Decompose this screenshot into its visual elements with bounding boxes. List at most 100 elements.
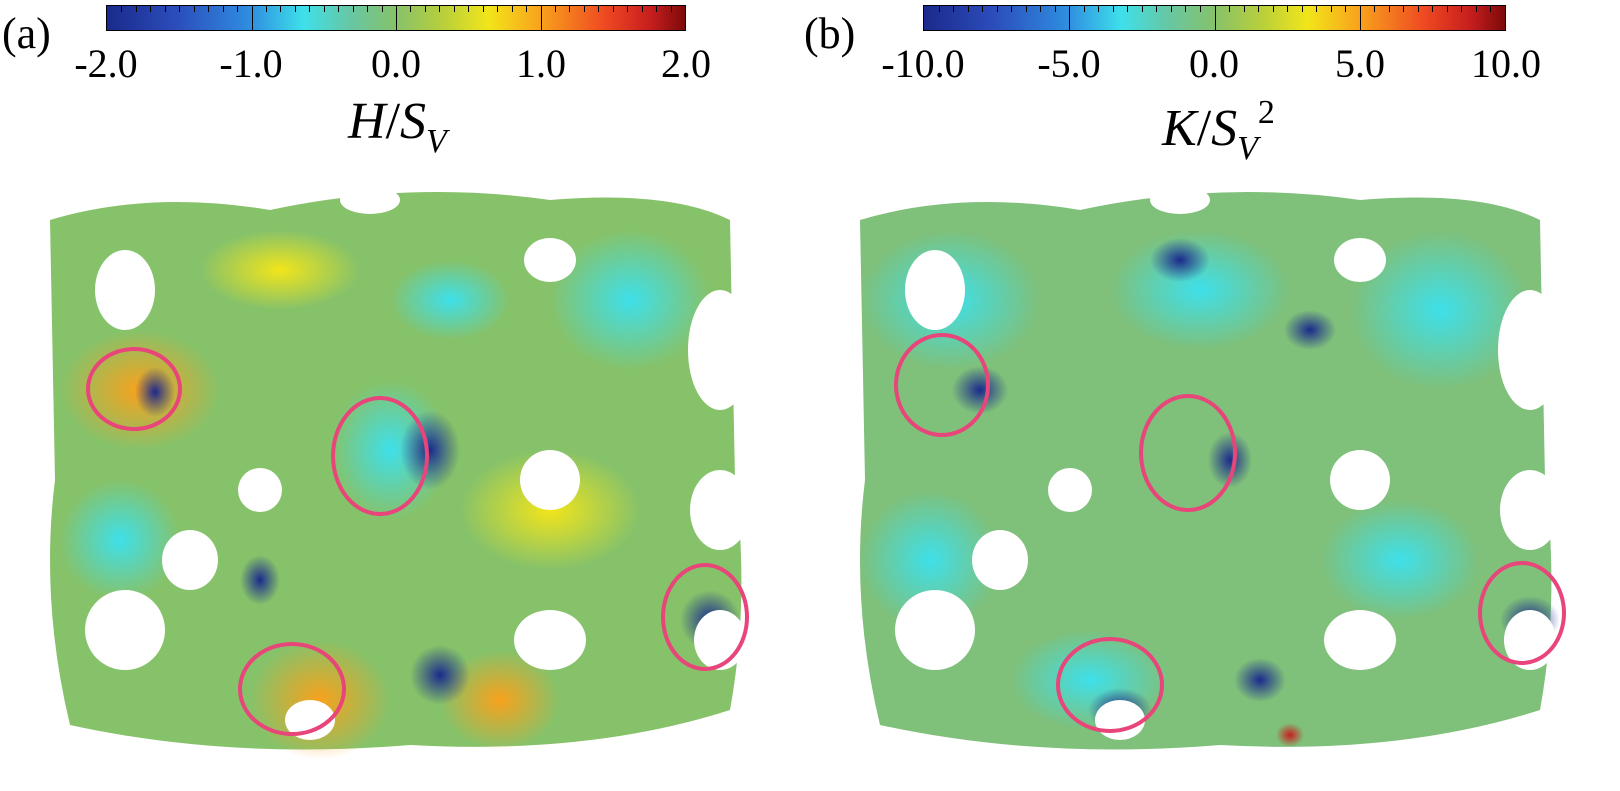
colorbar-tick xyxy=(1199,6,1201,12)
tick-label: 10.0 xyxy=(1471,41,1541,86)
colorbar-tick xyxy=(482,6,484,12)
tick-label: 0.0 xyxy=(1189,41,1239,86)
colorbar-tick xyxy=(1258,6,1260,12)
highlight-circle xyxy=(238,642,346,736)
colorbar-tick xyxy=(294,6,296,12)
colorbar-tick xyxy=(1141,6,1143,12)
colorbar-tick xyxy=(540,6,542,30)
colorbar-tick xyxy=(150,6,152,12)
colorbar-tick xyxy=(135,6,137,12)
quantity-symbol: K xyxy=(1162,100,1197,157)
colorbar-tick xyxy=(1170,6,1172,12)
highlight-circles xyxy=(86,347,749,736)
highlight-circle xyxy=(1139,394,1237,512)
colorbar-tick xyxy=(179,6,181,12)
quantity-slash: / xyxy=(1196,100,1212,157)
colorbar-tick xyxy=(338,6,340,12)
colorbar-tick xyxy=(612,6,614,12)
colorbar-tick xyxy=(410,6,412,12)
colorbar-tick xyxy=(1374,6,1376,12)
panel-label: (a) xyxy=(2,9,51,58)
colorbar-tick xyxy=(569,6,571,12)
colorbar-tick xyxy=(1417,6,1419,12)
colorbar-tick xyxy=(280,6,282,12)
colorbar-tick xyxy=(953,6,955,12)
colorbar-tick xyxy=(1127,6,1129,12)
colorbar-tick xyxy=(627,6,629,12)
highlight-circle xyxy=(331,396,429,516)
quantity-denominator: S xyxy=(1211,100,1238,157)
colorbar-tick xyxy=(1490,6,1492,12)
colorbar-tick xyxy=(656,6,658,12)
colorbar-tick xyxy=(1156,6,1158,12)
colorbar-tick xyxy=(1475,6,1477,12)
colorbar-tick xyxy=(1316,6,1318,12)
colorbar-tick xyxy=(1040,6,1042,12)
tick-label: -10.0 xyxy=(881,41,965,86)
quantity-symbol: H xyxy=(348,93,386,150)
colorbar-tick xyxy=(251,6,253,30)
colorbar-tick xyxy=(439,6,441,12)
colorbar-tick xyxy=(1330,6,1332,12)
colorbar-tick xyxy=(1388,6,1390,12)
colorbar-tick xyxy=(222,6,224,12)
quantity-subscript: V xyxy=(426,123,447,160)
colorbar-tick xyxy=(381,6,383,12)
colorbar-tick xyxy=(468,6,470,12)
colorbar-tick xyxy=(396,6,397,30)
surface-holes xyxy=(85,186,752,740)
tick-label: -2.0 xyxy=(74,41,138,86)
colorbar-tick xyxy=(583,6,585,12)
highlight-circles xyxy=(894,333,1566,733)
quantity-slash: / xyxy=(385,93,401,150)
colorbar xyxy=(106,5,686,31)
highlight-circle xyxy=(86,347,182,431)
colorbar-tick xyxy=(1011,6,1013,12)
highlight-circle xyxy=(894,333,990,437)
tick-label: 1.0 xyxy=(516,41,566,86)
colorbar-tick xyxy=(265,6,267,12)
gyroid-surface-render xyxy=(50,186,752,760)
colorbar-tick xyxy=(121,6,123,12)
quantity-denominator: S xyxy=(400,93,427,150)
colorbar-tick xyxy=(967,6,969,12)
colorbar-tick xyxy=(1272,6,1274,12)
colorbar-tick xyxy=(323,6,325,12)
colorbar-tick xyxy=(511,6,513,12)
colorbar-tick xyxy=(554,6,556,12)
colorbar xyxy=(923,5,1506,31)
highlight-circle xyxy=(1478,561,1566,665)
colorbar-tick xyxy=(193,6,195,12)
colorbar-tick xyxy=(164,6,166,12)
colorbar-tick xyxy=(1359,6,1361,30)
colorbar-tick xyxy=(352,6,354,12)
colorbar-tick xyxy=(526,6,528,12)
tick-label: 2.0 xyxy=(661,41,711,86)
colorbar-tick xyxy=(996,6,998,12)
quantity-label: K/SV2 xyxy=(1162,96,1275,166)
colorbar-tick xyxy=(641,6,643,12)
colorbar-tick xyxy=(1112,6,1114,12)
panel-a: (a) -2.0 -1.0 0.0 1.0 2.0 H/SV xyxy=(2,5,752,760)
colorbar-tick xyxy=(1025,6,1027,12)
quantity-label: H/SV xyxy=(348,96,447,159)
colorbar-tick xyxy=(598,6,600,12)
colorbar-tick xyxy=(1301,6,1303,12)
tick-label: 0.0 xyxy=(371,41,421,86)
colorbar-tick xyxy=(367,6,369,12)
tick-label: 5.0 xyxy=(1335,41,1385,86)
colorbar-tick xyxy=(982,6,984,12)
colorbar-tick xyxy=(208,6,210,12)
quantity-superscript: 2 xyxy=(1257,94,1275,131)
colorbar-tick xyxy=(309,6,311,12)
colorbar-tick xyxy=(938,6,940,12)
colorbar-tick xyxy=(670,6,672,12)
colorbar-tick xyxy=(1432,6,1434,12)
colorbar-tick xyxy=(1446,6,1448,12)
colorbar-tick xyxy=(453,6,455,12)
colorbar-tick xyxy=(1098,6,1100,12)
panel-b: (b) -10.0 -5.0 0.0 5.0 10.0 K/SV2 xyxy=(804,0,1620,791)
colorbar-tick xyxy=(1287,6,1289,12)
colorbar-tick xyxy=(1185,6,1187,12)
colorbar-tick xyxy=(237,6,239,12)
